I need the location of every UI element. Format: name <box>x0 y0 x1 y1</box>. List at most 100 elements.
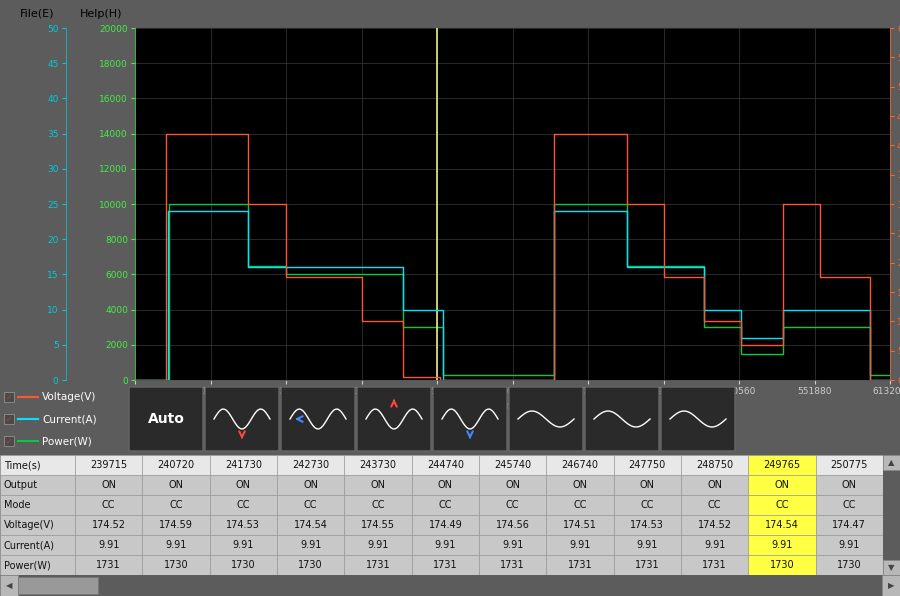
Bar <box>411 475 479 495</box>
Text: ON: ON <box>775 480 789 490</box>
Text: CC: CC <box>641 500 654 510</box>
Text: ON: ON <box>101 480 116 490</box>
Bar <box>0 455 75 475</box>
Text: 174.52: 174.52 <box>92 520 126 530</box>
Bar <box>277 475 345 495</box>
Bar <box>75 555 142 575</box>
Text: Mode: Mode <box>4 500 31 510</box>
Bar <box>546 515 614 535</box>
Bar <box>210 515 277 535</box>
Text: 9.91: 9.91 <box>839 540 860 550</box>
Bar <box>546 535 614 555</box>
Text: ON: ON <box>505 480 520 490</box>
Text: 174.47: 174.47 <box>832 520 867 530</box>
Bar <box>546 495 614 515</box>
Text: 1731: 1731 <box>365 560 391 570</box>
Text: CC: CC <box>775 500 788 510</box>
Bar <box>142 455 210 475</box>
Bar <box>411 495 479 515</box>
Bar <box>546 555 614 575</box>
Text: CC: CC <box>371 500 385 510</box>
Bar <box>681 555 748 575</box>
Bar <box>815 515 883 535</box>
Text: CC: CC <box>304 500 318 510</box>
Bar <box>681 455 748 475</box>
Text: 174.49: 174.49 <box>428 520 463 530</box>
Bar <box>0 575 18 596</box>
Bar <box>142 515 210 535</box>
Text: ◀: ◀ <box>5 581 13 590</box>
Text: 247750: 247750 <box>629 460 666 470</box>
Bar <box>75 535 142 555</box>
Bar <box>345 555 411 575</box>
Text: ✓: ✓ <box>5 436 13 445</box>
Text: 9.91: 9.91 <box>300 540 321 550</box>
Bar <box>748 515 815 535</box>
Bar <box>345 515 411 535</box>
Text: CC: CC <box>506 500 519 510</box>
FancyBboxPatch shape <box>509 387 583 451</box>
Bar <box>0 515 75 535</box>
Bar <box>748 475 815 495</box>
Bar <box>210 535 277 555</box>
Text: Voltage(V): Voltage(V) <box>42 392 96 402</box>
Text: 1731: 1731 <box>500 560 525 570</box>
Text: ON: ON <box>437 480 453 490</box>
Text: ON: ON <box>572 480 588 490</box>
Bar <box>411 535 479 555</box>
Text: CC: CC <box>708 500 722 510</box>
Bar <box>277 535 345 555</box>
FancyBboxPatch shape <box>129 387 203 451</box>
Bar <box>0 475 75 495</box>
Bar <box>748 495 815 515</box>
Text: ON: ON <box>168 480 184 490</box>
Text: 1731: 1731 <box>433 560 457 570</box>
Bar <box>681 475 748 495</box>
Text: ▼: ▼ <box>888 563 895 572</box>
Text: 1731: 1731 <box>702 560 727 570</box>
Bar <box>345 495 411 515</box>
Bar <box>75 475 142 495</box>
Bar <box>210 555 277 575</box>
FancyBboxPatch shape <box>585 387 659 451</box>
Text: 174.52: 174.52 <box>698 520 732 530</box>
Bar <box>210 495 277 515</box>
Bar <box>277 515 345 535</box>
Bar <box>142 535 210 555</box>
Text: ON: ON <box>842 480 857 490</box>
Text: 1730: 1730 <box>770 560 795 570</box>
Text: 174.53: 174.53 <box>630 520 664 530</box>
Bar <box>142 555 210 575</box>
Text: CC: CC <box>169 500 183 510</box>
Text: 249765: 249765 <box>763 460 801 470</box>
Bar <box>614 555 681 575</box>
Text: File(E): File(E) <box>20 9 55 19</box>
Text: Current(A): Current(A) <box>4 540 55 550</box>
Bar <box>345 455 411 475</box>
Text: 1730: 1730 <box>837 560 861 570</box>
Text: 174.54: 174.54 <box>765 520 799 530</box>
Text: 174.54: 174.54 <box>293 520 328 530</box>
Bar <box>815 555 883 575</box>
Text: 241730: 241730 <box>225 460 262 470</box>
FancyBboxPatch shape <box>433 387 507 451</box>
Text: CC: CC <box>102 500 115 510</box>
Bar <box>815 455 883 475</box>
Bar <box>0 535 75 555</box>
Text: 250775: 250775 <box>831 460 868 470</box>
Text: ▶: ▶ <box>887 581 895 590</box>
Bar <box>815 535 883 555</box>
Bar <box>883 455 900 470</box>
Text: CC: CC <box>438 500 452 510</box>
Text: 9.91: 9.91 <box>166 540 186 550</box>
Text: ▲: ▲ <box>888 458 895 467</box>
X-axis label: Time(s): Time(s) <box>491 400 534 410</box>
Bar <box>614 535 681 555</box>
Bar <box>883 560 900 575</box>
Text: 246740: 246740 <box>562 460 598 470</box>
Text: 9.91: 9.91 <box>367 540 389 550</box>
Bar <box>210 455 277 475</box>
FancyBboxPatch shape <box>205 387 279 451</box>
Bar <box>681 515 748 535</box>
Bar <box>142 495 210 515</box>
